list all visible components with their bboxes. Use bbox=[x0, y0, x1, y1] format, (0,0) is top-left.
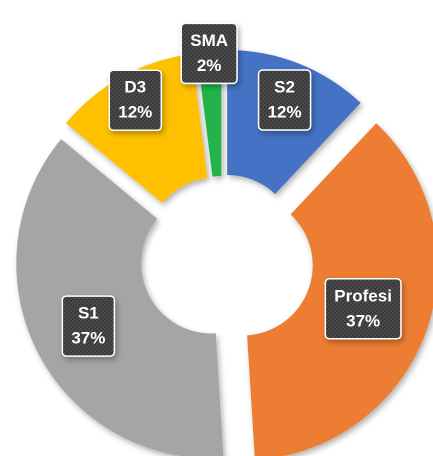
label-box bbox=[257, 69, 312, 131]
value-label: 37% bbox=[346, 311, 380, 330]
slice bbox=[16, 139, 224, 456]
category-label: D3 bbox=[124, 78, 146, 97]
value-label: 12% bbox=[118, 103, 152, 122]
slices bbox=[16, 49, 433, 456]
data-label: SMA 2% bbox=[180, 22, 238, 85]
category-label: Profesi bbox=[334, 286, 392, 305]
category-label: S1 bbox=[78, 304, 99, 323]
value-label: 2% bbox=[197, 56, 222, 75]
value-label: 37% bbox=[71, 329, 105, 348]
category-label: SMA bbox=[190, 31, 228, 50]
label-box bbox=[180, 22, 238, 85]
data-label: Profesi 37% bbox=[324, 278, 402, 340]
label-box bbox=[324, 278, 402, 340]
label-box bbox=[61, 295, 116, 357]
value-label: 12% bbox=[268, 102, 302, 121]
label-box bbox=[108, 69, 163, 132]
category-label: S2 bbox=[274, 77, 295, 96]
